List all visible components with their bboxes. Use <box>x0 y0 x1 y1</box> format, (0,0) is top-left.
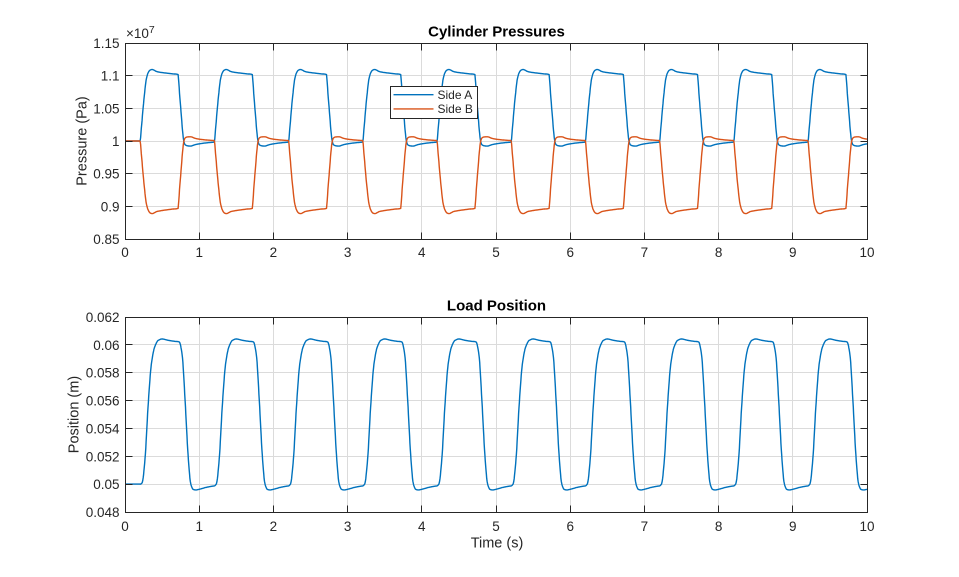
svg-text:Pressure (Pa): Pressure (Pa) <box>75 96 91 185</box>
svg-text:3: 3 <box>344 245 352 260</box>
svg-text:0.056: 0.056 <box>86 394 120 409</box>
svg-text:0.054: 0.054 <box>86 421 120 436</box>
svg-text:0: 0 <box>121 245 129 260</box>
svg-text:0.052: 0.052 <box>86 449 120 464</box>
svg-text:0.9: 0.9 <box>101 199 120 214</box>
svg-text:5: 5 <box>492 519 500 534</box>
svg-text:0: 0 <box>121 519 129 534</box>
svg-text:6: 6 <box>566 519 574 534</box>
svg-text:8: 8 <box>715 245 723 260</box>
svg-text:×107: ×107 <box>126 24 155 41</box>
svg-text:Position (m): Position (m) <box>67 376 83 453</box>
svg-text:0.06: 0.06 <box>93 338 119 353</box>
svg-text:9: 9 <box>789 519 797 534</box>
svg-text:Side A: Side A <box>438 88 473 102</box>
svg-text:1: 1 <box>195 245 203 260</box>
svg-text:2: 2 <box>270 519 278 534</box>
svg-text:0.95: 0.95 <box>93 167 119 182</box>
svg-text:6: 6 <box>566 245 574 260</box>
svg-text:8: 8 <box>715 519 723 534</box>
svg-text:Cylinder Pressures: Cylinder Pressures <box>428 24 565 41</box>
svg-text:10: 10 <box>859 519 874 534</box>
svg-text:0.048: 0.048 <box>86 505 120 520</box>
svg-text:Time (s): Time (s) <box>471 536 524 552</box>
svg-text:3: 3 <box>344 519 352 534</box>
svg-text:0.058: 0.058 <box>86 366 120 381</box>
svg-text:7: 7 <box>641 519 649 534</box>
svg-text:10: 10 <box>859 245 874 260</box>
svg-text:4: 4 <box>418 245 426 260</box>
svg-text:1.15: 1.15 <box>93 36 119 51</box>
svg-text:1: 1 <box>195 519 203 534</box>
svg-text:0.062: 0.062 <box>86 310 120 325</box>
svg-text:Load Position: Load Position <box>447 298 546 315</box>
svg-text:9: 9 <box>789 245 797 260</box>
svg-text:1.05: 1.05 <box>93 101 119 116</box>
svg-text:Side B: Side B <box>438 102 473 116</box>
svg-text:1: 1 <box>112 134 120 149</box>
svg-text:7: 7 <box>641 245 649 260</box>
svg-text:2: 2 <box>270 245 278 260</box>
svg-text:5: 5 <box>492 245 500 260</box>
svg-text:4: 4 <box>418 519 426 534</box>
svg-text:1.1: 1.1 <box>101 69 120 84</box>
svg-text:0.85: 0.85 <box>93 232 119 247</box>
svg-text:0.05: 0.05 <box>93 477 119 492</box>
